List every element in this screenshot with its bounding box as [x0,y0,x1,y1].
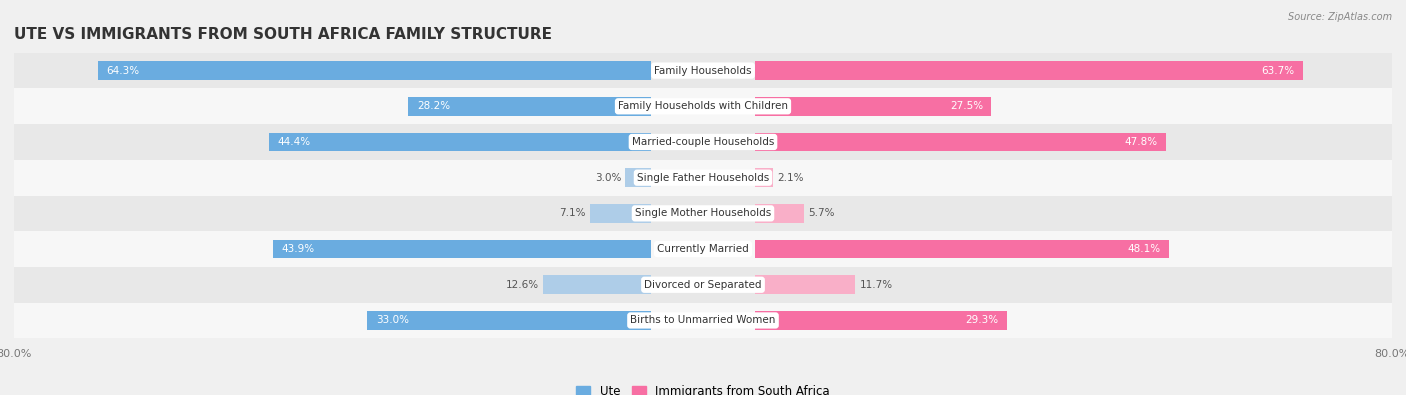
Text: Married-couple Households: Married-couple Households [631,137,775,147]
Text: 33.0%: 33.0% [375,316,409,325]
Text: 7.1%: 7.1% [560,209,586,218]
Bar [14,231,1392,267]
Bar [543,275,651,294]
Bar [591,204,651,223]
Bar [755,61,1303,80]
Bar [626,168,651,187]
Bar [14,303,1392,338]
Text: 44.4%: 44.4% [277,137,311,147]
Text: 63.7%: 63.7% [1261,66,1295,75]
Text: Currently Married: Currently Married [657,244,749,254]
Bar [14,88,1392,124]
Bar [14,124,1392,160]
Text: Family Households: Family Households [654,66,752,75]
Bar [409,97,651,116]
Text: Births to Unmarried Women: Births to Unmarried Women [630,316,776,325]
Legend: Ute, Immigrants from South Africa: Ute, Immigrants from South Africa [571,380,835,395]
Bar [755,97,991,116]
Text: 2.1%: 2.1% [778,173,804,182]
Bar [14,53,1392,88]
Text: 47.8%: 47.8% [1125,137,1157,147]
Text: 11.7%: 11.7% [859,280,893,290]
Text: 43.9%: 43.9% [281,244,315,254]
Bar [755,133,1167,151]
Text: 48.1%: 48.1% [1128,244,1160,254]
Bar [14,267,1392,303]
Text: Single Mother Households: Single Mother Households [636,209,770,218]
Text: Single Father Households: Single Father Households [637,173,769,182]
Text: 28.2%: 28.2% [418,101,450,111]
Text: Source: ZipAtlas.com: Source: ZipAtlas.com [1288,12,1392,22]
Bar [14,196,1392,231]
Text: Divorced or Separated: Divorced or Separated [644,280,762,290]
Text: 64.3%: 64.3% [107,66,139,75]
Bar [273,240,651,258]
Bar [97,61,651,80]
Bar [755,168,773,187]
Text: 5.7%: 5.7% [808,209,835,218]
Bar [367,311,651,330]
Text: 27.5%: 27.5% [950,101,983,111]
Text: Family Households with Children: Family Households with Children [619,101,787,111]
Text: 12.6%: 12.6% [505,280,538,290]
Bar [755,204,804,223]
Text: 3.0%: 3.0% [595,173,621,182]
Text: UTE VS IMMIGRANTS FROM SOUTH AFRICA FAMILY STRUCTURE: UTE VS IMMIGRANTS FROM SOUTH AFRICA FAMI… [14,27,553,42]
Bar [755,275,855,294]
Text: 29.3%: 29.3% [966,316,998,325]
Bar [14,160,1392,196]
Bar [755,240,1168,258]
Bar [269,133,651,151]
Bar [755,311,1007,330]
